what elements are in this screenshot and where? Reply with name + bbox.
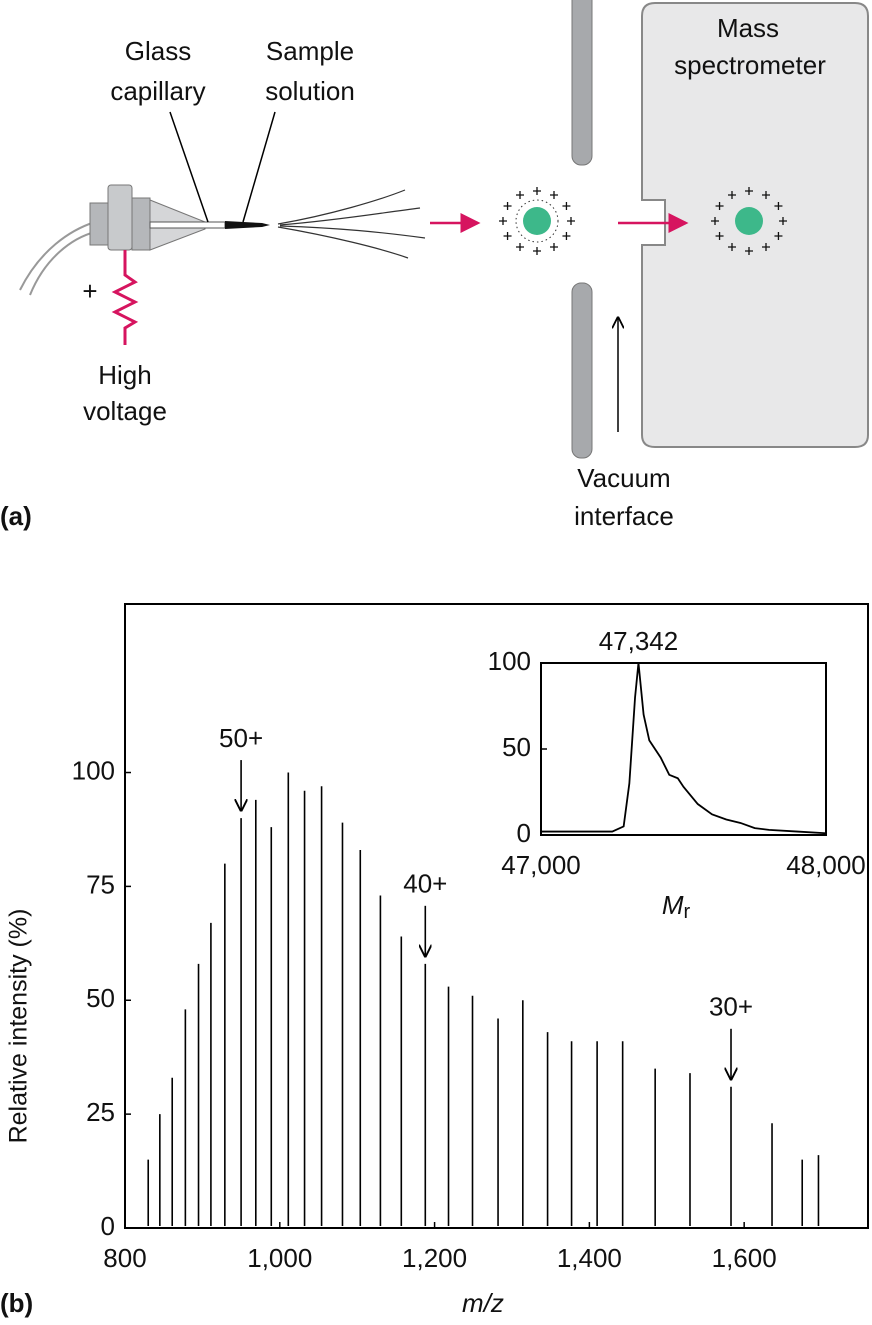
charge xyxy=(762,191,770,200)
label: Vacuum xyxy=(577,463,670,493)
y-tick-label: 50 xyxy=(502,732,531,762)
annotation: 47,342 xyxy=(599,626,679,656)
charge xyxy=(516,242,524,251)
y-tick-label: 75 xyxy=(86,869,115,899)
y-tick-label: 50 xyxy=(86,983,115,1013)
nozzle xyxy=(131,197,151,251)
label: + xyxy=(82,276,97,306)
x-tick-label: 800 xyxy=(103,1243,146,1273)
curve xyxy=(541,662,827,835)
label: Glass xyxy=(125,36,191,66)
charge xyxy=(499,217,507,225)
plate xyxy=(571,282,593,459)
charge xyxy=(745,187,753,195)
charge xyxy=(503,202,512,210)
plate xyxy=(571,0,593,166)
x-tick-label: 48,000 xyxy=(786,850,866,880)
charge xyxy=(711,217,719,225)
charge xyxy=(774,202,783,210)
y-tick-label: 0 xyxy=(101,1211,115,1241)
charge xyxy=(774,232,783,240)
annotation: 30+ xyxy=(709,992,753,1022)
label: Sample xyxy=(266,36,354,66)
label: interface xyxy=(574,501,674,531)
x-tick-label: 1,600 xyxy=(712,1243,777,1273)
charge xyxy=(550,191,558,200)
charge xyxy=(728,242,736,251)
label: capillary xyxy=(110,76,205,106)
leader xyxy=(169,111,209,223)
x-axis-label: m/z xyxy=(462,1288,504,1318)
charge xyxy=(550,242,558,251)
charge xyxy=(715,202,724,210)
y-axis-label: Relative intensity (%) xyxy=(5,909,33,1144)
droplet xyxy=(735,207,763,235)
leader xyxy=(242,111,276,223)
charge xyxy=(516,191,524,200)
charts: 0 25 50 75 100 800 1,000 1,200 1,400 1,600 Relativ… xyxy=(5,603,869,1318)
label: voltage xyxy=(83,396,167,426)
charge xyxy=(745,247,753,255)
charge xyxy=(562,232,571,240)
charge xyxy=(533,247,541,255)
panel-label: (b) xyxy=(0,1288,33,1318)
spray xyxy=(277,189,426,259)
diagram: (a) Glass capillary Sample solution Mass… xyxy=(0,0,869,531)
x-tick-label: 47,000 xyxy=(501,850,581,880)
charge xyxy=(762,242,770,251)
nozzle xyxy=(107,184,133,251)
y-tick-label: 100 xyxy=(72,755,115,785)
charge xyxy=(779,217,787,225)
charge xyxy=(562,202,571,210)
nozzle xyxy=(89,202,111,246)
wire xyxy=(19,221,96,296)
charge xyxy=(728,191,736,200)
charge xyxy=(533,187,541,195)
label: High xyxy=(98,360,151,390)
x-tick-label: 1,000 xyxy=(247,1243,312,1273)
y-tick-label: 100 xyxy=(488,646,531,676)
label: solution xyxy=(265,76,355,106)
charge xyxy=(567,217,575,225)
plot-frame xyxy=(540,662,827,836)
y-tick-label: 0 xyxy=(517,818,531,848)
capillary xyxy=(149,221,226,229)
droplet-edge xyxy=(515,199,559,243)
tip xyxy=(225,221,270,229)
panel-label: (a) xyxy=(0,501,32,531)
annotation: 50+ xyxy=(219,723,263,753)
droplet xyxy=(523,207,551,235)
charge xyxy=(503,232,512,240)
x-axis-label: Mr xyxy=(662,890,691,923)
charge xyxy=(715,232,724,240)
x-tick-label: 1,400 xyxy=(557,1243,622,1273)
annotation: 40+ xyxy=(403,869,447,899)
label: spectrometer xyxy=(674,50,826,80)
y-tick-label: 25 xyxy=(86,1097,115,1127)
label: Mass xyxy=(717,13,779,43)
resistor xyxy=(111,250,139,345)
x-tick-label: 1,200 xyxy=(402,1243,467,1273)
